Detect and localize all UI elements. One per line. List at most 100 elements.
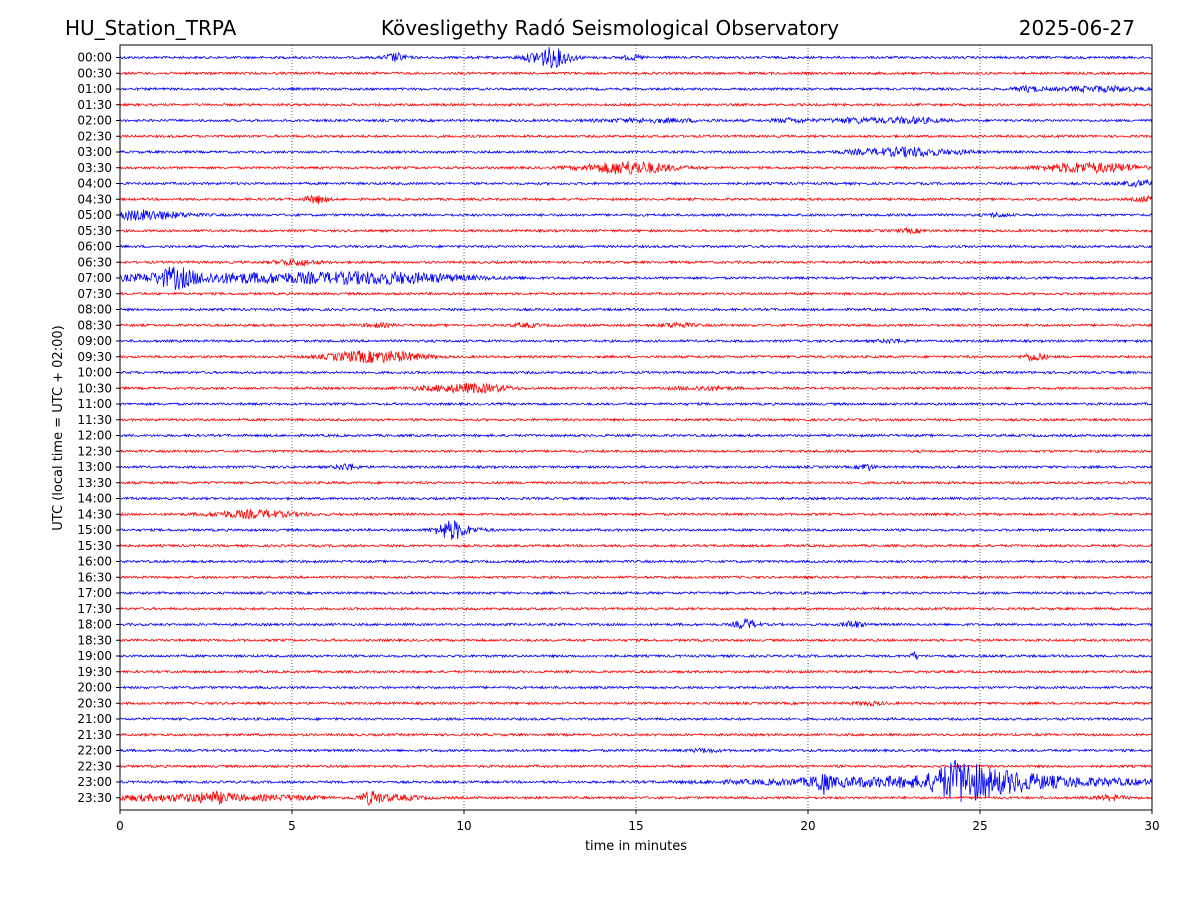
- y-tick-label: 21:00: [77, 712, 112, 726]
- y-tick-label: 17:00: [77, 586, 112, 600]
- trace-1330: [119, 480, 1153, 486]
- y-tick-label: 13:30: [77, 476, 112, 490]
- trace-1600: [119, 559, 1153, 564]
- trace-2000: [119, 685, 1153, 690]
- y-tick-label: 00:00: [77, 51, 112, 65]
- trace-1130: [119, 417, 1153, 423]
- trace-2200: [119, 747, 1153, 755]
- y-tick-label: 06:30: [77, 255, 112, 269]
- grid-lines: [291, 45, 981, 810]
- trace-0300: [119, 145, 1153, 159]
- y-tick-label: 01:30: [77, 98, 112, 112]
- trace-0530: [119, 226, 1153, 235]
- trace-0230: [119, 133, 1153, 139]
- x-tick-label: 30: [1144, 819, 1159, 833]
- trace-0400: [119, 178, 1153, 188]
- y-tick-label: 10:30: [77, 381, 112, 395]
- trace-0500: [119, 209, 1153, 222]
- trace-0430: [119, 194, 1153, 205]
- y-tick-label: 07:00: [77, 271, 112, 285]
- trace-0330: [119, 160, 1153, 175]
- y-tick-label: 11:00: [77, 397, 112, 411]
- trace-1730: [119, 606, 1153, 612]
- trace-1400: [119, 496, 1153, 501]
- y-tick-label: 23:00: [77, 775, 112, 789]
- x-tick-label: 15: [628, 819, 643, 833]
- x-tick-label: 25: [972, 819, 987, 833]
- y-tick-label: 03:00: [77, 145, 112, 159]
- y-tick-label: 14:30: [77, 507, 112, 521]
- y-tick-label: 02:30: [77, 129, 112, 143]
- x-axis-ticks: 0 5 10 15 20 25 30: [116, 810, 1160, 833]
- y-tick-label: 18:00: [77, 618, 112, 632]
- y-tick-label: 16:30: [77, 570, 112, 584]
- y-tick-label: 15:30: [77, 539, 112, 553]
- trace-2030: [119, 700, 1153, 707]
- y-tick-label: 05:00: [77, 208, 112, 222]
- y-tick-label: 20:00: [77, 681, 112, 695]
- trace-0700: [119, 266, 1153, 290]
- y-tick-label: 20:30: [77, 696, 112, 710]
- plot-frame: [119, 44, 1153, 811]
- trace-0630: [119, 257, 1153, 268]
- trace-0200: [119, 115, 1153, 125]
- station-name: HU_Station_TRPA: [65, 16, 237, 40]
- y-tick-label: 04:00: [77, 177, 112, 191]
- y-tick-label: 14:00: [77, 492, 112, 506]
- trace-1530: [119, 543, 1153, 549]
- y-tick-label: 18:30: [77, 633, 112, 647]
- y-tick-label: 04:30: [77, 192, 112, 206]
- y-tick-label: 02:00: [77, 114, 112, 128]
- y-tick-label: 19:00: [77, 649, 112, 663]
- y-tick-label: 13:00: [77, 460, 112, 474]
- y-tick-label: 21:30: [77, 728, 112, 742]
- y-tick-label: 17:30: [77, 602, 112, 616]
- y-tick-label: 15:00: [77, 523, 112, 537]
- y-axis-label: UTC (local time = UTC + 02:00): [51, 325, 66, 530]
- y-tick-label: 19:30: [77, 665, 112, 679]
- x-tick-label: 0: [116, 819, 124, 833]
- trace-2130: [119, 732, 1153, 738]
- y-tick-label: 08:00: [77, 303, 112, 317]
- y-tick-label: 09:30: [77, 350, 112, 364]
- trace-1030: [119, 382, 1153, 395]
- trace-0830: [119, 321, 1153, 329]
- y-tick-label: 08:30: [77, 318, 112, 332]
- y-tick-label: 06:00: [77, 240, 112, 254]
- trace-1230: [119, 449, 1153, 454]
- y-tick-label: 16:00: [77, 555, 112, 569]
- y-tick-label: 11:30: [77, 413, 112, 427]
- trace-1430: [119, 508, 1153, 520]
- trace-2300: [119, 759, 1153, 803]
- y-tick-label: 05:30: [77, 224, 112, 238]
- trace-2230: [119, 763, 1153, 769]
- chart-date: 2025-06-27: [1019, 16, 1135, 40]
- trace-1930: [119, 669, 1153, 675]
- trace-1200: [119, 433, 1153, 438]
- y-tick-label: 12:00: [77, 429, 112, 443]
- trace-1900: [119, 650, 1153, 660]
- trace-0100: [119, 84, 1153, 94]
- trace-1630: [119, 574, 1153, 580]
- x-tick-label: 20: [800, 819, 815, 833]
- y-tick-label: 12:30: [77, 444, 112, 458]
- trace-0930: [119, 350, 1153, 364]
- y-tick-label: 10:00: [77, 366, 112, 380]
- x-tick-label: 10: [456, 819, 471, 833]
- trace-1700: [119, 590, 1153, 596]
- trace-0600: [119, 244, 1153, 249]
- trace-1830: [119, 637, 1153, 643]
- trace-1100: [119, 401, 1153, 407]
- y-tick-label: 01:00: [77, 82, 112, 96]
- trace-0130: [119, 102, 1153, 108]
- trace-0900: [119, 337, 1153, 345]
- y-tick-label: 22:30: [77, 759, 112, 773]
- trace-2330: [119, 790, 1153, 806]
- x-tick-label: 5: [288, 819, 296, 833]
- trace-1500: [119, 520, 1153, 540]
- y-tick-label: 03:30: [77, 161, 112, 175]
- seismic-traces: [119, 46, 1153, 806]
- y-tick-label: 23:30: [77, 791, 112, 805]
